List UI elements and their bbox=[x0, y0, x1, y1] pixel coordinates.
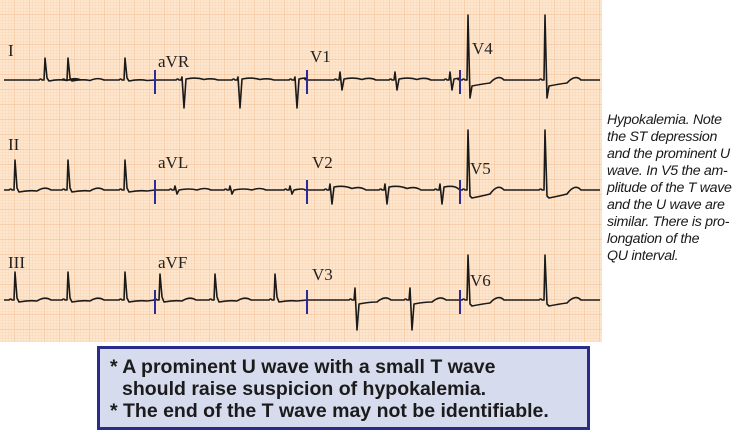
caption-line: wave. In V5 the am- bbox=[607, 163, 728, 179]
ecg-trace-V2 bbox=[307, 183, 461, 205]
lead-label-V1: V1 bbox=[310, 47, 331, 66]
ecg-trace-aVL bbox=[155, 185, 307, 195]
ecg-trace-V4 bbox=[460, 14, 600, 99]
caption-line: plitude of the T wave bbox=[607, 180, 732, 196]
lead-label-V3: V3 bbox=[312, 265, 333, 284]
ecg-trace-V5 bbox=[460, 129, 600, 199]
caption-line: the ST depression bbox=[607, 129, 718, 145]
ecg-trace-V1 bbox=[307, 71, 462, 91]
ecg-trace-V3 bbox=[307, 287, 460, 331]
ecg-trace-aVR bbox=[155, 76, 308, 109]
figure-caption: Hypokalemia. Note the ST depression and … bbox=[607, 112, 755, 265]
caption-line: QU interval. bbox=[607, 248, 679, 264]
caption-line: longation of the bbox=[607, 231, 700, 247]
ecg-trace-II bbox=[4, 159, 156, 193]
ecg-trace-III bbox=[4, 271, 156, 303]
lead-label-aVR: aVR bbox=[158, 52, 190, 71]
ecg-tracing: I aVR V1 V4 II aVL V2 V5 III aVF V3 V6 bbox=[0, 0, 602, 342]
callout-line: * The end of the T wave may not be ident… bbox=[110, 400, 549, 422]
lead-label-V6: V6 bbox=[470, 271, 491, 290]
ecg-trace-aVF bbox=[153, 273, 308, 303]
lead-label-aVF: aVF bbox=[158, 253, 187, 272]
lead-label-III: III bbox=[8, 253, 25, 272]
ecg-trace-V6 bbox=[460, 254, 600, 307]
lead-label-I: I bbox=[8, 41, 14, 60]
ecg-trace-I bbox=[4, 57, 156, 82]
callout-line: should raise suspicion of hypokalemia. bbox=[122, 378, 487, 400]
key-points-callout: * A prominent U wave with a small T wave… bbox=[97, 346, 590, 430]
caption-line: similar. There is pro- bbox=[607, 214, 730, 230]
lead-label-aVL: aVL bbox=[158, 153, 188, 172]
lead-label-II: II bbox=[8, 135, 20, 154]
caption-line: and the U wave are bbox=[607, 197, 725, 213]
lead-label-V2: V2 bbox=[312, 153, 333, 172]
ecg-grid bbox=[0, 0, 602, 342]
caption-line: Hypokalemia. Note bbox=[607, 112, 722, 128]
lead-label-V5: V5 bbox=[470, 159, 491, 178]
lead-label-V4: V4 bbox=[472, 39, 493, 58]
caption-line: and the prominent U bbox=[607, 146, 730, 162]
callout-line: * A prominent U wave with a small T wave bbox=[110, 356, 496, 378]
